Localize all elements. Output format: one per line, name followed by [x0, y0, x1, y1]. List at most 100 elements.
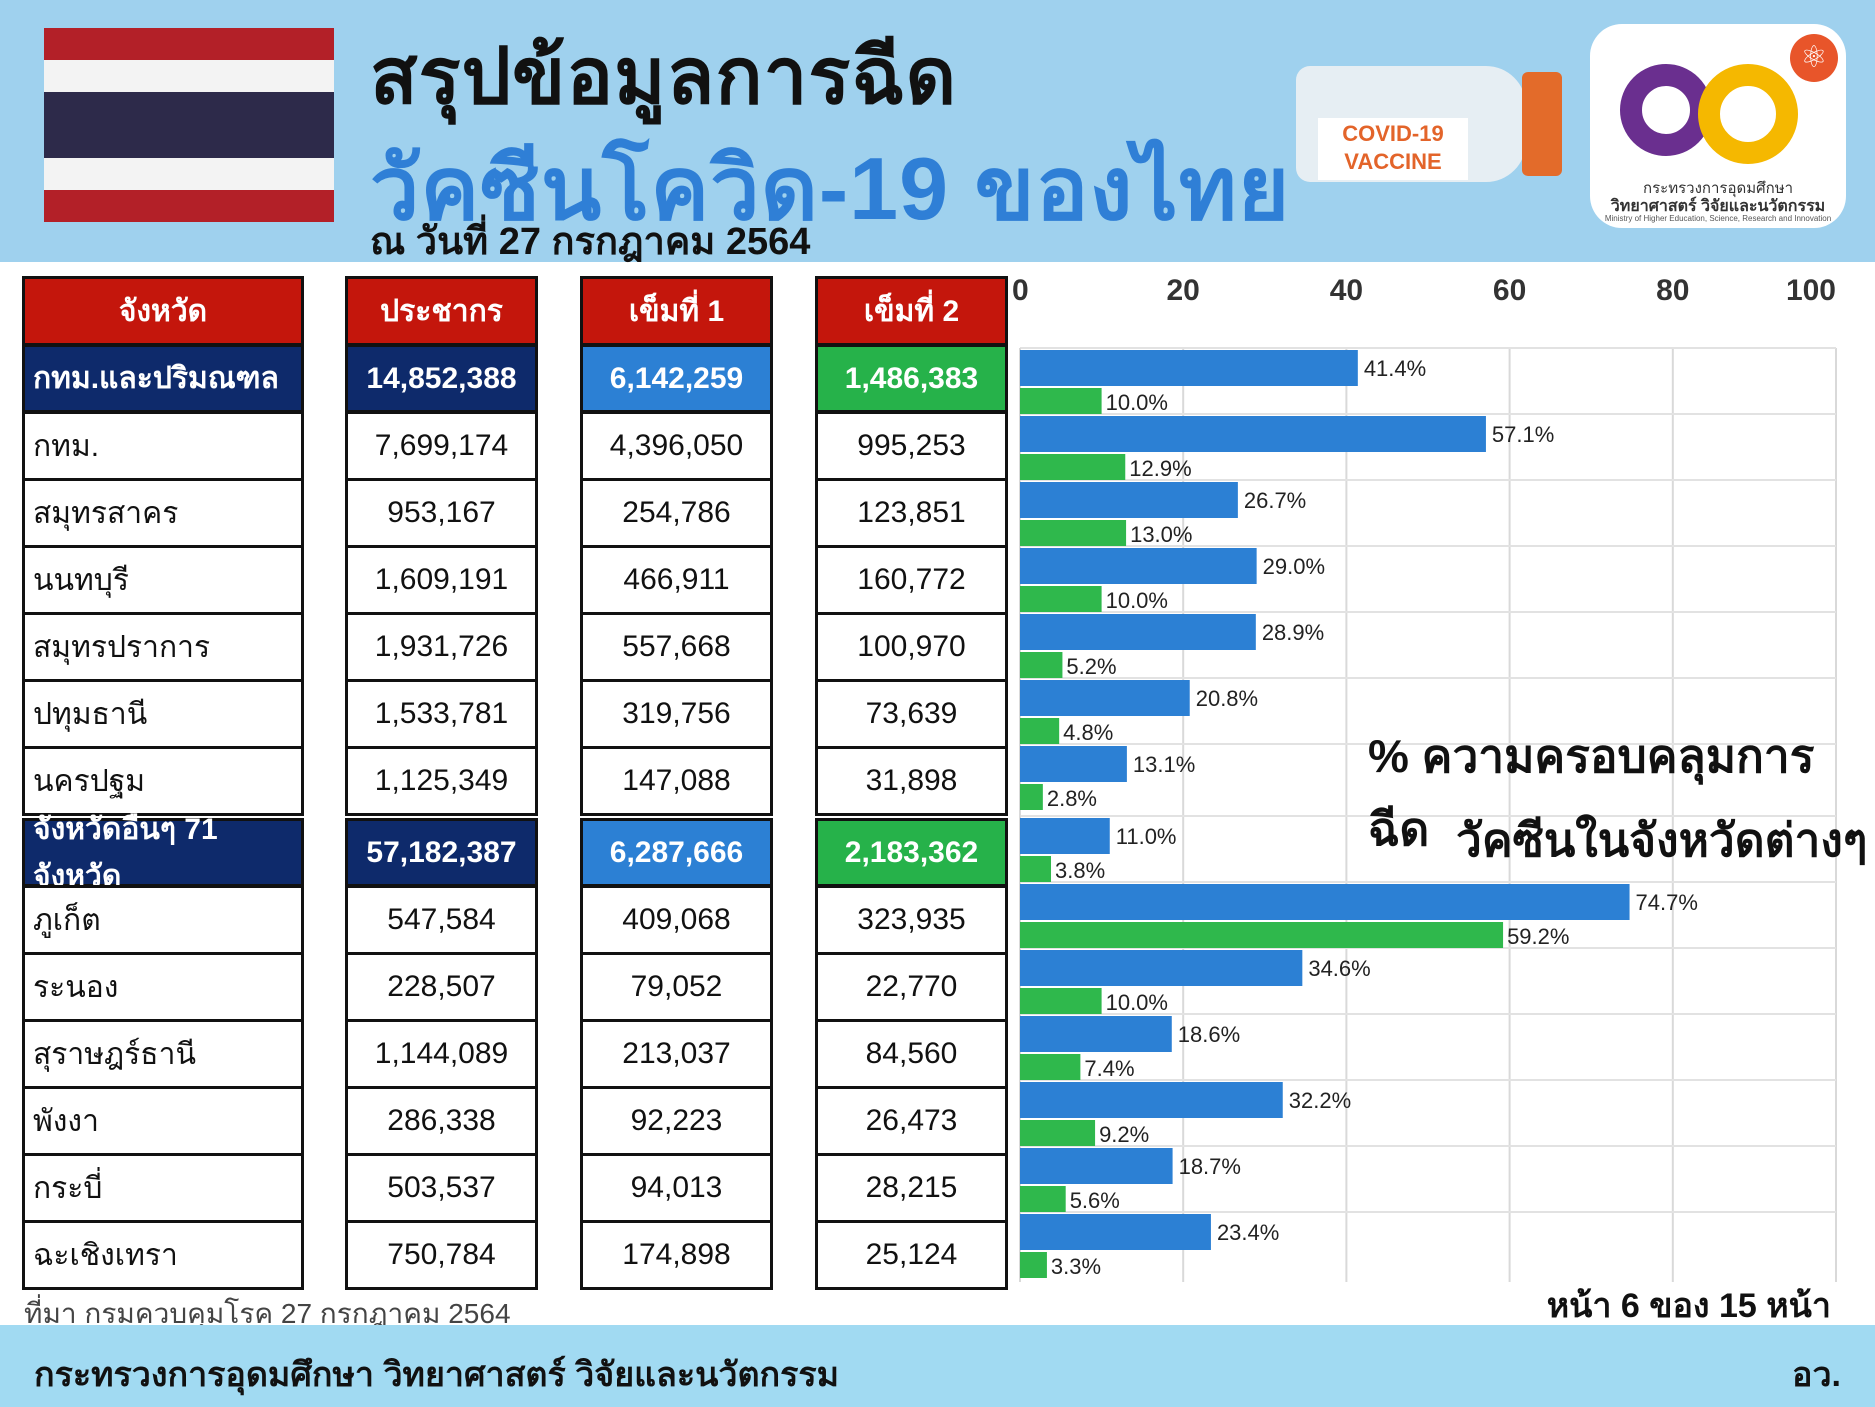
value-cell: 92,223	[580, 1086, 773, 1156]
bar-dose1	[1020, 1016, 1172, 1052]
value-cell: 26,473	[815, 1086, 1008, 1156]
value-cell: 547,584	[345, 885, 538, 955]
vaccine-bottle-icon: COVID-19 VACCINE	[1296, 58, 1566, 188]
summary-cell: กทม.และปริมณฑล	[22, 344, 304, 413]
page-title-line1: สรุปข้อมูลการฉีด	[370, 32, 958, 120]
province-cell: สุราษฎร์ธานี	[22, 1019, 304, 1089]
x-tick-label: 100	[1786, 274, 1836, 307]
data-label-dose1: 18.6%	[1178, 1022, 1240, 1047]
bar-dose2	[1020, 988, 1102, 1014]
bar-dose2	[1020, 520, 1127, 546]
summary-cell: 1,486,383	[815, 344, 1008, 413]
data-label-dose2: 7.4%	[1084, 1056, 1134, 1081]
value-cell: 995,253	[815, 411, 1008, 481]
value-cell: 1,533,781	[345, 679, 538, 749]
column-header: เข็มที่ 2	[815, 276, 1008, 346]
bar-dose2	[1020, 1120, 1096, 1146]
data-label-dose1: 18.7%	[1179, 1154, 1241, 1179]
column-header: เข็มที่ 1	[580, 276, 773, 346]
value-cell: 25,124	[815, 1220, 1008, 1290]
bar-dose2	[1020, 856, 1052, 882]
data-label-dose2: 3.8%	[1055, 858, 1105, 883]
data-label-dose1: 32.2%	[1289, 1088, 1351, 1113]
data-label-dose1: 57.1%	[1492, 422, 1554, 447]
logo-text-3: Ministry of Higher Education, Science, R…	[1604, 214, 1832, 223]
data-label-dose1: 26.7%	[1244, 488, 1306, 513]
data-label-dose1: 11.0%	[1116, 824, 1177, 849]
value-cell: 174,898	[580, 1220, 773, 1290]
column-header: จังหวัด	[22, 276, 304, 346]
value-cell: 31,898	[815, 746, 1008, 816]
logo-text-1: กระทรวงการอุดมศึกษา	[1643, 180, 1793, 197]
summary-cell: จังหวัดอื่นๆ 71 จังหวัด	[22, 813, 304, 893]
value-cell: 1,609,191	[345, 545, 538, 615]
province-cell: กทม.	[22, 411, 304, 481]
bar-dose1	[1020, 884, 1630, 920]
value-cell: 466,911	[580, 545, 773, 615]
value-cell: 213,037	[580, 1019, 773, 1089]
bar-dose1	[1020, 746, 1127, 782]
province-cell: นนทบุรี	[22, 545, 304, 615]
value-cell: 123,851	[815, 478, 1008, 548]
coverage-bar-chart: 0 20 40 60 80 100 41.4% 10.0% 57.1% 12.9% 26.7% 13.…	[1012, 274, 1837, 1282]
page-number: หน้า 6 ของ 15 หน้า	[1546, 1287, 1831, 1325]
province-cell: ระนอง	[22, 952, 304, 1022]
value-cell: 409,068	[580, 885, 773, 955]
vaccine-label-1: COVID-19	[1342, 121, 1444, 146]
chart-annotation-line1: % ความครอบคลุมการฉีด	[1368, 730, 1815, 855]
column-header: ประชากร	[345, 276, 538, 346]
bar-dose1	[1020, 1148, 1173, 1184]
province-cell: สมุทรสาคร	[22, 478, 304, 548]
value-cell: 557,668	[580, 612, 773, 682]
value-cell: 1,144,089	[345, 1019, 538, 1089]
bar-dose2	[1020, 454, 1126, 480]
data-label-dose2: 5.2%	[1066, 654, 1116, 679]
bar-dose1	[1020, 1214, 1211, 1250]
atom-icon: ⚛	[1790, 34, 1838, 82]
value-cell: 1,125,349	[345, 746, 538, 816]
data-label-dose2: 5.6%	[1070, 1188, 1120, 1213]
bar-dose2	[1020, 784, 1043, 810]
header-banner: สรุปข้อมูลการฉีด วัคซีนโควิด-19 ของไทย ณ…	[0, 0, 1875, 263]
bar-dose1	[1020, 680, 1190, 716]
value-cell: 1,931,726	[345, 612, 538, 682]
ministry-name: กระทรวงการอุดมศึกษา วิทยาศาสตร์ วิจัยและ…	[34, 1356, 840, 1394]
bar-dose1	[1020, 548, 1257, 584]
report-date: ณ วันที่ 27 กรกฎาคม 2564	[370, 221, 811, 263]
bar-dose2	[1020, 1186, 1066, 1212]
data-label-dose2: 59.2%	[1507, 924, 1569, 949]
value-cell: 79,052	[580, 952, 773, 1022]
data-label-dose1: 41.4%	[1364, 356, 1426, 381]
logo-text-2: วิทยาศาสตร์ วิจัยและนวัตกรรม	[1610, 198, 1826, 215]
bar-dose2	[1020, 1054, 1081, 1080]
value-cell: 147,088	[580, 746, 773, 816]
value-cell: 953,167	[345, 478, 538, 548]
summary-cell: 6,142,259	[580, 344, 773, 413]
x-tick-label: 80	[1656, 274, 1689, 307]
bar-dose2	[1020, 586, 1102, 612]
data-source: ที่มา กรมควบคุมโรค 27 กรกฎาคม 2564	[24, 1298, 511, 1329]
value-cell: 503,537	[345, 1153, 538, 1223]
value-cell: 22,770	[815, 952, 1008, 1022]
bar-dose1	[1020, 818, 1110, 854]
value-cell: 323,935	[815, 885, 1008, 955]
data-label-dose2: 10.0%	[1106, 390, 1168, 415]
page-title-line2: วัคซีนโควิด-19 ของไทย	[370, 139, 1291, 238]
value-cell: 94,013	[580, 1153, 773, 1223]
data-label-dose2: 12.9%	[1129, 456, 1191, 481]
value-cell: 160,772	[815, 545, 1008, 615]
x-tick-label: 20	[1167, 274, 1200, 307]
value-cell: 319,756	[580, 679, 773, 749]
data-label-dose1: 23.4%	[1217, 1220, 1279, 1245]
bar-dose1	[1020, 350, 1358, 386]
province-cell: พังงา	[22, 1086, 304, 1156]
ministry-logo: ⚛ กระทรวงการอุดมศึกษา วิทยาศาสตร์ วิจัยแ…	[1590, 24, 1846, 228]
value-cell: 73,639	[815, 679, 1008, 749]
bar-dose2	[1020, 922, 1504, 948]
value-cell: 750,784	[345, 1220, 538, 1290]
value-cell: 100,970	[815, 612, 1008, 682]
x-tick-label: 60	[1493, 274, 1526, 307]
value-cell: 286,338	[345, 1086, 538, 1156]
data-label-dose1: 13.1%	[1133, 752, 1195, 777]
bar-dose1	[1020, 482, 1238, 518]
